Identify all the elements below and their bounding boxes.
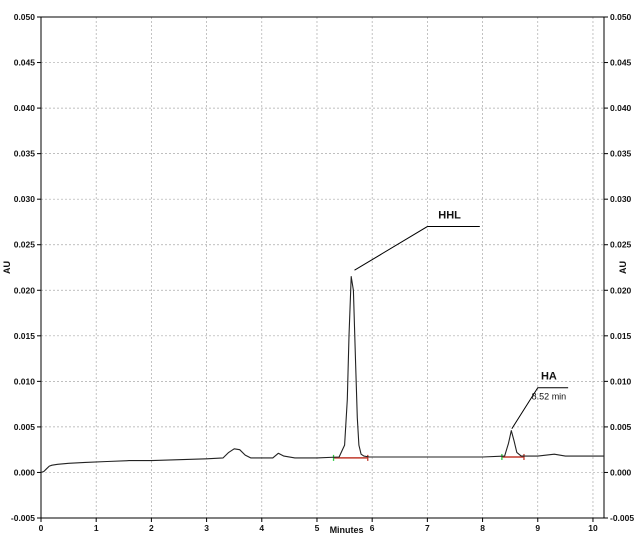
y-tick-label-right: 0.050 [610, 12, 632, 22]
y-tick-label-left: 0.050 [14, 12, 36, 22]
baselines [332, 453, 525, 461]
plot-frame [40, 16, 605, 519]
y-axis-ticks-right: -0.005 0.000 0.005 0.010 0.015 0.020 0.025 0.03… [604, 12, 634, 523]
y-tick-label-left: 0.015 [14, 331, 36, 341]
x-tick-label: 8 [480, 523, 485, 533]
y-tick-label-right: 0.040 [610, 103, 632, 113]
y-tick-label-right: 0.025 [610, 240, 632, 250]
annotation-leader [511, 387, 569, 429]
y-tick-label-left: 0.035 [14, 149, 36, 159]
y-tick-label-right: 0.035 [610, 149, 632, 159]
peak-retention-time: 8.52 min [532, 392, 567, 402]
y-axis-ticks-left: -0.005 0.000 0.005 0.010 0.015 0.020 0.025 0.03… [11, 12, 41, 523]
y-tick-label-right: 0.015 [610, 331, 632, 341]
y-tick-label-right: 0.005 [610, 422, 632, 432]
y-tick-label-left: 0.005 [14, 422, 36, 432]
y-tick-label-right: 0.045 [610, 58, 632, 68]
peak-label: HA [541, 371, 557, 383]
x-tick-label: 5 [315, 523, 320, 533]
x-tick-label: 7 [425, 523, 430, 533]
y-tick-label-left: 0.020 [14, 285, 36, 295]
y-tick-label-left: 0.030 [14, 194, 36, 204]
y-tick-label-left: -0.005 [11, 513, 35, 523]
grid [41, 17, 604, 518]
y-axis-label-left: AU [2, 261, 12, 274]
y-tick-label-left: 0.025 [14, 240, 36, 250]
annotation-leader [354, 226, 480, 271]
x-tick-label: 9 [535, 523, 540, 533]
peak-label: HHL [438, 210, 461, 222]
x-tick-label: 10 [588, 523, 598, 533]
y-tick-label-left: 0.000 [14, 467, 36, 477]
x-tick-label: 4 [259, 523, 264, 533]
y-tick-label-left: 0.010 [14, 376, 36, 386]
x-axis-label: Minutes [330, 525, 364, 534]
y-tick-label-right: 0.030 [610, 194, 632, 204]
chromatogram-trace [40, 276, 604, 474]
y-tick-label-left: 0.040 [14, 103, 36, 113]
x-tick-label: 0 [39, 523, 44, 533]
series [40, 276, 604, 474]
x-tick-label: 1 [94, 523, 99, 533]
x-axis-ticks: 0 1 2 3 4 5 6 7 8 9 10 [39, 518, 598, 533]
x-tick-label: 6 [370, 523, 375, 533]
y-tick-label-right: 0.000 [610, 467, 632, 477]
x-tick-label: 2 [149, 523, 154, 533]
x-tick-label: 3 [204, 523, 209, 533]
y-axis-label-right: AU [618, 261, 628, 274]
y-tick-label-right: 0.020 [610, 285, 632, 295]
annotations: HHL HA 8.52 min [354, 210, 569, 429]
y-tick-label-right: 0.010 [610, 376, 632, 386]
y-tick-label-right: -0.005 [610, 513, 634, 523]
y-tick-label-left: 0.045 [14, 58, 36, 68]
